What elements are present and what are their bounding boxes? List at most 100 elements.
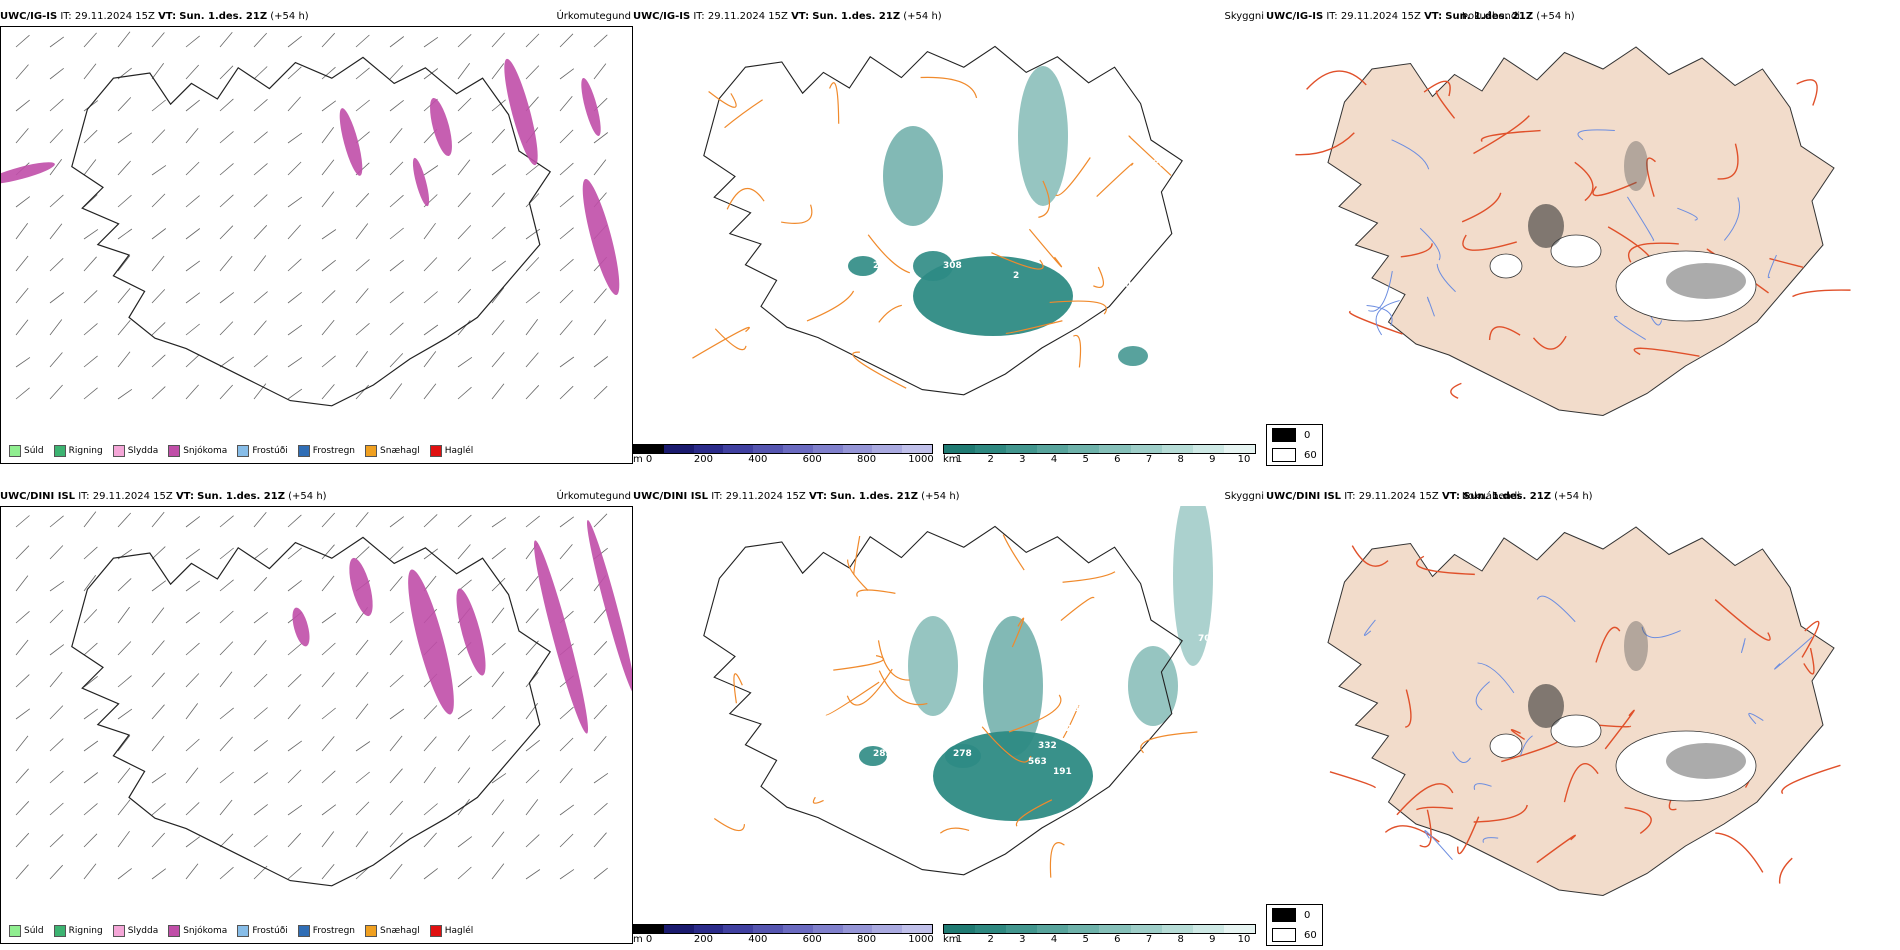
legend-swatch <box>365 445 378 457</box>
station-height-label: 191 <box>1053 767 1072 777</box>
colorbar-step <box>975 925 1007 933</box>
legend-label: Súld <box>24 446 44 456</box>
legend-item: Snæhagl <box>365 445 420 457</box>
colorbar-tick: 8 <box>1177 454 1184 465</box>
legend-item: Rigning <box>53 925 103 937</box>
fog-legend-low: 60 <box>1304 929 1317 941</box>
field-title: Skyggni <box>1224 11 1264 22</box>
fog-map[interactable]: 0 60 <box>1266 26 1900 466</box>
colorbar-step <box>975 445 1007 453</box>
colorbar-step <box>1006 925 1038 933</box>
fog-legend-high-swatch <box>1272 908 1296 922</box>
colorbar-step <box>1161 925 1193 933</box>
lead-time: (+54 h) <box>921 491 960 502</box>
station-height-label: 9 <box>1113 257 1119 267</box>
legend-swatch <box>9 445 21 457</box>
legend-swatch <box>112 445 125 457</box>
colorbar-unit: m <box>633 454 643 465</box>
colorbar-tick: 10 <box>1237 934 1251 945</box>
station-height-label: 339 <box>1053 224 1072 234</box>
model-name: UWC/IG-IS <box>0 11 58 22</box>
colorbar-tick: 1 <box>955 934 963 945</box>
legend-label: Rigning <box>68 926 103 936</box>
precip-map[interactable]: Súld Rigning Slydda Snjókoma Frostúði Frostre… <box>0 26 633 464</box>
colorbar-step <box>1006 445 1038 453</box>
legend-item: Snjókoma <box>168 925 227 937</box>
vt-value: Sun. 1.des. 21Z <box>179 11 268 22</box>
legend-swatch <box>365 925 378 937</box>
lead-time: (+54 h) <box>270 11 309 22</box>
colorbar-step <box>902 445 932 453</box>
colorbar-step <box>1223 925 1255 933</box>
legend-label: Snjókoma <box>183 446 228 456</box>
field-title: Þokuábendi <box>1461 11 1520 22</box>
colorbar-tick: 9 <box>1209 934 1216 945</box>
fog-map-canvas <box>1327 526 1841 897</box>
colorbar-step <box>842 925 873 933</box>
legend-item: Frostregn <box>297 925 355 937</box>
colorbar-unit: m <box>633 934 643 945</box>
colorbar-step <box>1130 925 1162 933</box>
colorbar-tick: 1 <box>955 454 963 465</box>
lead-time: (+54 h) <box>1554 491 1593 502</box>
colorbar-step <box>1068 445 1100 453</box>
fog-legend-low-swatch <box>1272 928 1296 942</box>
colorbar-step <box>1099 925 1131 933</box>
station-height-label: 308 <box>943 261 962 271</box>
legend-item: Haglél <box>429 925 473 937</box>
lead-time: (+54 h) <box>903 11 942 22</box>
legend-swatch <box>237 925 250 937</box>
cloud-map[interactable]: 200 308 339 9 144 28 2 3 m 0 200 400 600 800 1000 km 1… <box>633 26 1266 465</box>
height-colorbar: m 0 200 400 600 800 1000 <box>633 444 934 465</box>
colorbar-step <box>1161 445 1193 453</box>
colorbar-tick: 1000 <box>908 454 934 465</box>
colorbar-step <box>812 445 843 453</box>
colorbar-step <box>663 445 694 453</box>
colorbar-tick: 0 <box>645 454 653 465</box>
field-title: Skyggni <box>1224 491 1264 502</box>
it-value: 29.11.2024 15Z <box>1358 491 1439 502</box>
iceland-coastline <box>71 56 552 407</box>
colorbar-step <box>842 445 873 453</box>
colorbar-tick: 7 <box>1145 934 1153 945</box>
colorbar-tick: 7 <box>1145 454 1153 465</box>
colorbar-step <box>944 925 976 933</box>
station-height-label: 147 <box>1103 764 1122 774</box>
it-label: IT: <box>711 491 723 502</box>
model-name: UWC/DINI ISL <box>1266 491 1342 502</box>
vt-value: Sun. 1.des. 21Z <box>830 491 918 502</box>
it-label: IT: <box>60 11 72 22</box>
model-name: UWC/DINI ISL <box>633 491 709 502</box>
legend-swatch <box>168 925 181 937</box>
station-height-label: 563 <box>1028 757 1047 767</box>
station-height-label: 278 <box>953 749 972 759</box>
it-label: IT: <box>1326 11 1338 22</box>
colorbar-step <box>872 925 903 933</box>
station-height-label: 2 <box>1013 271 1019 281</box>
colorbar-tick: 800 <box>857 454 877 465</box>
lead-time: (+54 h) <box>288 491 327 502</box>
it-value: 29.11.2024 15Z <box>74 11 155 22</box>
cloud-map[interactable]: 285 278 49 839 152 332 563 191 14 147 46 70 3 m 0 200 4… <box>633 506 1266 945</box>
precip-panel-row2: UWC/DINI ISL IT: 29.11.2024 15Z VT: Sun.… <box>0 488 633 944</box>
model-name: UWC/IG-IS <box>1266 11 1324 22</box>
legend-item: Frostregn <box>297 445 355 457</box>
cloud-panel-row2: UWC/DINI ISL IT: 29.11.2024 15Z VT: Sun.… <box>633 488 1266 945</box>
station-height-label: 839 <box>1073 704 1092 714</box>
panel-header: UWC/DINI ISL IT: 29.11.2024 15Z VT: Sun.… <box>1266 488 1900 506</box>
legend-swatch <box>53 445 66 457</box>
colorbar-step <box>944 445 976 453</box>
vt-value: Sun. 1.des. 21Z <box>812 11 901 22</box>
fog-map[interactable]: 0 60 <box>1266 506 1900 946</box>
colorbar-tick: 2 <box>987 454 994 465</box>
station-height-label: 3 <box>1060 849 1066 859</box>
colorbar-tick: 5 <box>1082 934 1089 945</box>
legend-item: Slydda <box>112 925 158 937</box>
it-value: 29.11.2024 15Z <box>725 491 806 502</box>
panel-header: UWC/IG-IS IT: 29.11.2024 15Z VT: Sun. 1.… <box>633 8 1266 26</box>
legend-label: Snæhagl <box>380 926 420 936</box>
vt-label: VT: <box>1424 11 1443 22</box>
panel-header: UWC/DINI ISL IT: 29.11.2024 15Z VT: Sun.… <box>0 488 633 506</box>
it-label: IT: <box>1344 491 1356 502</box>
precip-map[interactable]: Súld Rigning Slydda Snjókoma Frostúði Frostre… <box>0 506 633 944</box>
